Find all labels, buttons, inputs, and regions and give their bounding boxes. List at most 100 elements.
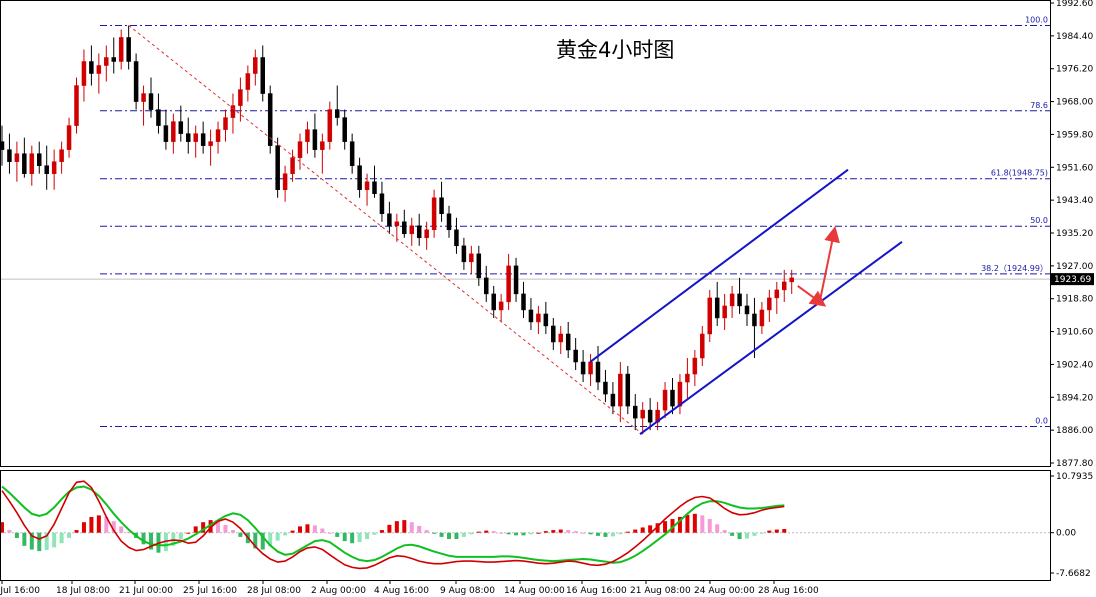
y-tick-label: 1984.40 — [1056, 32, 1093, 42]
macd-histogram-bar — [275, 532, 280, 541]
candle-body — [387, 213, 392, 227]
candle-body — [178, 121, 184, 134]
macd-histogram-bar — [730, 532, 735, 536]
candle-body — [275, 145, 280, 190]
macd-histogram-bar — [588, 532, 593, 535]
macd-histogram-bar — [499, 532, 504, 534]
current-price-tag — [1050, 273, 1094, 286]
candle-body — [81, 61, 87, 86]
candle-body — [580, 361, 586, 375]
candle-body — [364, 181, 370, 190]
y-tick-label: 1894.20 — [1056, 393, 1093, 403]
macd-histogram-bar — [536, 532, 541, 534]
fibonacci-level-label: 100.0 — [1025, 15, 1048, 24]
candle-body — [558, 333, 563, 343]
macd-histogram-bar — [74, 530, 79, 533]
macd-histogram-bar — [67, 532, 72, 538]
macd-histogram-bar — [469, 532, 474, 535]
candle-body — [714, 297, 720, 319]
macd-histogram-bar — [670, 519, 675, 533]
candle-body — [431, 197, 437, 231]
macd-histogram-bar — [476, 531, 481, 533]
macd-histogram-bar — [491, 531, 496, 533]
fibonacci-level-label: 78.6 — [1030, 101, 1048, 110]
macd-histogram-bar — [260, 532, 265, 550]
fibonacci-level-label: 38.2（1924.99） — [981, 264, 1048, 273]
macd-histogram-bar — [551, 530, 556, 533]
y-tick-label: 1918.80 — [1056, 295, 1093, 305]
candle-body — [476, 253, 482, 279]
macd-histogram-bar — [521, 532, 526, 536]
candle-body — [610, 393, 616, 407]
macd-histogram-bar — [298, 526, 302, 533]
macd-histogram-bar — [514, 532, 519, 536]
candle-body — [424, 229, 429, 239]
macd-histogram-bar — [283, 532, 288, 536]
macd-histogram-bar — [268, 532, 273, 547]
candle-body — [74, 85, 79, 126]
candle-body — [618, 373, 623, 407]
candle-body — [163, 125, 169, 142]
candle-body — [722, 305, 727, 319]
fibonacci-level-label: 0.0 — [1035, 417, 1048, 426]
main-plot-border — [0, 0, 1051, 467]
macd-histogram-bar — [22, 532, 27, 546]
candle-body — [342, 117, 347, 142]
macd-histogram-bar — [357, 532, 362, 543]
candle-body — [759, 309, 765, 327]
candle-body — [282, 173, 288, 190]
candle-body — [454, 229, 459, 247]
macd-histogram-bar — [700, 515, 705, 533]
x-tick-label: 4 Aug 16:00 — [374, 586, 429, 596]
macd-histogram-bar — [149, 532, 153, 550]
candle-body — [186, 133, 191, 142]
candle-body — [7, 149, 12, 162]
candle-body — [0, 141, 5, 150]
candle-body — [662, 389, 668, 411]
macd-histogram-bar — [543, 531, 548, 533]
projection-arrow-up — [818, 225, 840, 303]
macd-histogram-bar — [692, 513, 697, 533]
candle-body — [394, 221, 400, 227]
macd-histogram-bar — [208, 520, 213, 533]
macd-histogram-bar — [379, 530, 384, 533]
macd-histogram-bar — [402, 520, 407, 533]
candle-body — [595, 361, 601, 383]
candle-body — [260, 57, 265, 94]
candle-body — [484, 277, 489, 295]
candle-body — [111, 57, 116, 62]
candle-body — [774, 289, 780, 299]
macd-y-tick-label: 0.00 — [1056, 529, 1076, 539]
y-tick-label: 1968.00 — [1056, 98, 1093, 108]
candle-body — [104, 57, 109, 66]
macd-histogram-bar — [320, 528, 325, 533]
y-tick-label: 1877.80 — [1056, 459, 1093, 469]
macd-histogram-bar — [581, 532, 586, 534]
candle-body — [238, 89, 243, 106]
macd-histogram-bar — [29, 532, 34, 550]
macd-histogram-bar — [7, 530, 12, 533]
x-tick-label: 21 Aug 08:00 — [630, 586, 691, 596]
macd-histogram-bar — [528, 532, 533, 535]
candle-body — [312, 129, 318, 150]
main-price-plot: 1992.60 1984.40 1976.20 1968.00 1959.80 1951.… — [0, 0, 1094, 469]
macd-signal-line — [1, 485, 785, 564]
macd-histogram-bar — [327, 532, 332, 534]
macd-histogram-bar — [655, 523, 660, 533]
candle-body — [700, 333, 705, 359]
candle-body — [498, 301, 504, 311]
chart-title: 黄金4小时图 — [556, 38, 674, 62]
candle-body — [320, 141, 325, 150]
candle-body — [551, 325, 556, 343]
y-tick-label: 1943.40 — [1056, 196, 1093, 206]
candle-body — [633, 405, 638, 419]
macd-histogram-bar — [767, 530, 772, 533]
macd-histogram-bar — [409, 522, 414, 533]
candle-body — [171, 121, 176, 142]
macd-histogram-bar — [350, 532, 355, 544]
macd-histogram-bar — [186, 532, 191, 534]
x-tick-label: 18 Jul 08:00 — [56, 586, 110, 596]
candle-body — [215, 129, 221, 142]
candle-body — [372, 181, 377, 194]
